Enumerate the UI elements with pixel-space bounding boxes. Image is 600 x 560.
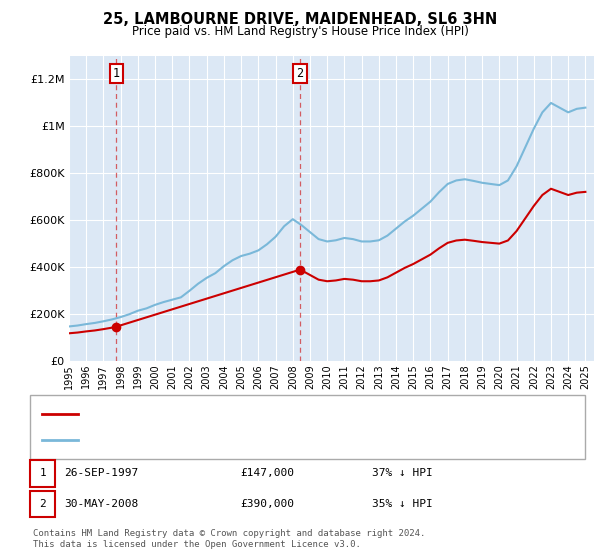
- Text: 2: 2: [296, 67, 304, 80]
- Text: HPI: Average price, detached house, Windsor and Maidenhead: HPI: Average price, detached house, Wind…: [84, 435, 446, 445]
- Text: 1: 1: [39, 468, 46, 478]
- Text: 25, LAMBOURNE DRIVE, MAIDENHEAD, SL6 3HN (detached house): 25, LAMBOURNE DRIVE, MAIDENHEAD, SL6 3HN…: [84, 409, 440, 419]
- Text: 35% ↓ HPI: 35% ↓ HPI: [372, 499, 433, 509]
- Text: Contains HM Land Registry data © Crown copyright and database right 2024.
This d: Contains HM Land Registry data © Crown c…: [33, 529, 425, 549]
- Text: 1: 1: [113, 67, 120, 80]
- Text: £390,000: £390,000: [240, 499, 294, 509]
- Text: 37% ↓ HPI: 37% ↓ HPI: [372, 468, 433, 478]
- Text: 30-MAY-2008: 30-MAY-2008: [64, 499, 139, 509]
- Text: 2: 2: [39, 499, 46, 509]
- Text: 25, LAMBOURNE DRIVE, MAIDENHEAD, SL6 3HN: 25, LAMBOURNE DRIVE, MAIDENHEAD, SL6 3HN: [103, 12, 497, 27]
- Text: £147,000: £147,000: [240, 468, 294, 478]
- Text: Price paid vs. HM Land Registry's House Price Index (HPI): Price paid vs. HM Land Registry's House …: [131, 25, 469, 38]
- Text: 26-SEP-1997: 26-SEP-1997: [64, 468, 139, 478]
